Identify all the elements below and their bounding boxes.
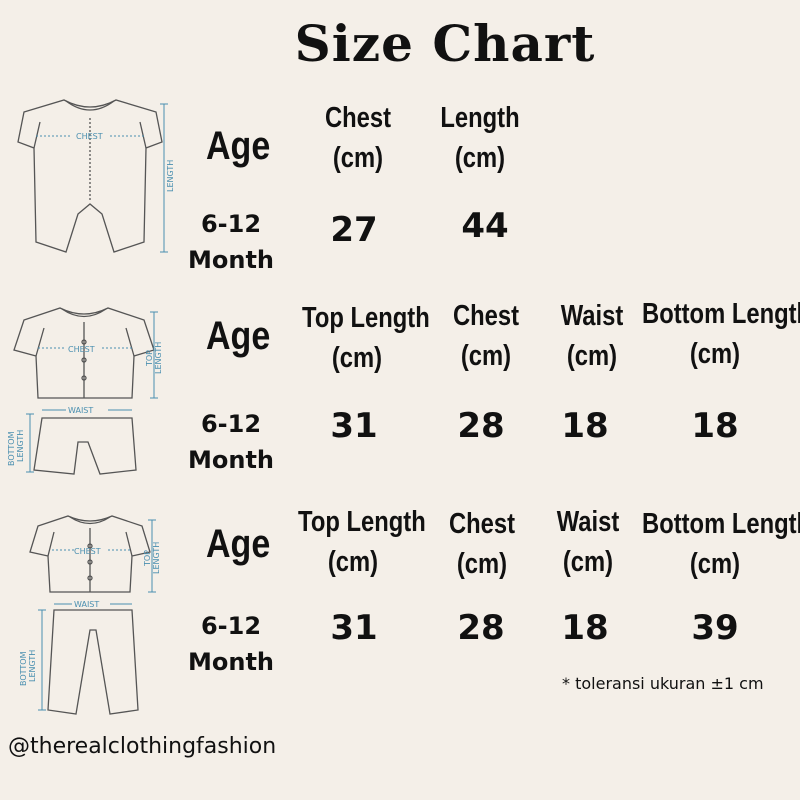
shirt-shorts-chest-label: CHEST [68,345,95,354]
shirt-pants-bottom-length-label: LENGTH [28,650,37,682]
shirt-shorts-top-length-label: LENGTH [154,342,163,374]
shirt-shorts-bottom-length-label: LENGTH [16,430,25,462]
social-handle: @therealclothingfashion [8,734,277,759]
chart2-header-chest: Chest (cm) [452,300,520,372]
chart2-value-top-length: 31 [330,406,378,446]
chart2-header-waist: Waist (cm) [560,300,624,372]
romper-chest-label: CHEST [76,132,103,141]
shirt-shorts-bottom-label: BOTTOM [7,431,16,466]
chart2-age-value: 6-12 Month [187,410,274,474]
chart2-age-header: Age [206,314,271,358]
romper-length-label: LENGTH [166,160,175,192]
chart1-age-value: 6-12 Month [187,210,274,274]
chart2-value-chest: 28 [457,406,505,446]
chart2-header-top-length: Top Length (cm) [302,302,430,374]
shirt-shorts-top-label: TOP [145,350,154,367]
chart1-age-header: Age [206,124,271,168]
shirt-pants-bottom-label: BOTTOM [19,651,28,686]
shirt-pants-diagram-icon: CHEST WAIST TOP LENGTH BOTTOM LENGTH [19,515,161,715]
chart3-age-value: 6-12 Month [187,612,274,676]
shirt-pants-chest-label: CHEST [74,547,101,556]
chart3-value-bottom-length: 39 [691,608,739,648]
chart1-value-length: 44 [461,206,509,246]
chart3-header-chest: Chest (cm) [448,508,516,580]
chart3-header-waist: Waist (cm) [556,506,620,578]
romper-diagram-icon: CHEST LENGTH [17,99,175,253]
shirt-pants-top-label: TOP [143,550,152,567]
tolerance-note: * toleransi ukuran ±1 cm [562,674,764,693]
chart2-value-bottom-length: 18 [691,406,739,446]
chart3-header-top-length: Top Length (cm) [298,506,426,578]
chart1-header-chest: Chest (cm) [324,102,392,174]
shirt-pants-top-length-label: LENGTH [152,542,161,574]
chart2-value-waist: 18 [561,406,609,446]
chart1-value-chest: 27 [330,210,378,250]
shirt-shorts-diagram-icon: CHEST WAIST TOP LENGTH BOTTOM LENGTH [7,307,163,475]
shirt-shorts-waist-label: WAIST [68,406,93,415]
chart3-value-chest: 28 [457,608,505,648]
shirt-pants-waist-label: WAIST [74,600,99,609]
page-title: Size Chart [294,14,596,73]
chart3-header-bottom-length: Bottom Length (cm) [642,508,800,580]
chart3-value-top-length: 31 [330,608,378,648]
chart1-header-length: Length (cm) [440,102,520,174]
chart2-header-bottom-length: Bottom Length (cm) [642,298,800,370]
chart3-value-waist: 18 [561,608,609,648]
chart3-age-header: Age [206,522,271,566]
